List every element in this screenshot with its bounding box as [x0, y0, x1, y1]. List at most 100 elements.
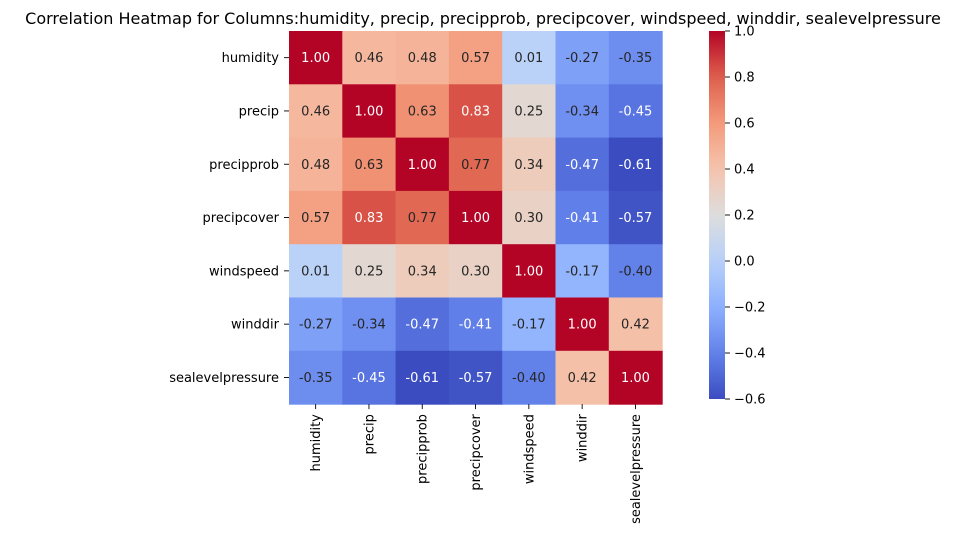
heatmap-cell	[608, 297, 663, 352]
cell-value-label: 0.34	[514, 158, 543, 173]
heatmap-cell	[608, 31, 663, 85]
cell-value-label: 1.00	[301, 51, 330, 66]
cell-value-label: -0.61	[619, 158, 653, 173]
column-tick-label: precipcover	[469, 413, 484, 490]
heatmap-cell	[448, 84, 503, 139]
heatmap-cell	[395, 297, 450, 352]
cell-value-label: 1.00	[408, 158, 437, 173]
heatmap-cell	[342, 350, 397, 405]
cell-value-label: 0.34	[408, 264, 437, 279]
heatmap-cell	[342, 190, 397, 245]
cell-value-label: 1.00	[514, 264, 543, 279]
cell-value-label: 0.30	[461, 264, 490, 279]
cell-value-label: -0.57	[619, 211, 653, 226]
cell-value-label: -0.47	[405, 318, 439, 333]
cell-value-label: -0.41	[565, 211, 599, 226]
colorbar-gradient	[709, 31, 725, 399]
heatmap-cell	[289, 137, 343, 192]
heatmap-cell	[555, 84, 610, 139]
heatmap-cell	[395, 350, 450, 405]
heatmap-cell	[448, 137, 503, 192]
colorbar-tick-label: 0.8	[734, 71, 755, 86]
heatmap-cell	[502, 244, 557, 299]
cell-value-label: 0.48	[408, 51, 437, 66]
cell-value-label: -0.27	[565, 51, 599, 66]
heatmap-cell	[502, 190, 557, 245]
cell-value-label: -0.17	[512, 318, 546, 333]
cell-value-label: 0.57	[461, 51, 490, 66]
cell-value-label: -0.47	[565, 158, 599, 173]
cell-value-label: 0.42	[568, 371, 597, 386]
column-tick-label: precip	[362, 414, 377, 454]
heatmap-cell	[608, 84, 663, 139]
cell-value-label: -0.45	[619, 104, 653, 119]
heatmap-cell	[395, 31, 450, 85]
heatmap-cell	[555, 137, 610, 192]
heatmap-cell	[448, 297, 503, 352]
heatmap-cell	[502, 350, 557, 405]
colorbar: 1.0 0.8 0.6 0.4 0.2 0.0 −0.2 −0.4 −0.6	[709, 25, 766, 408]
heatmap-cell	[555, 350, 610, 405]
cell-value-label: -0.27	[299, 318, 333, 333]
cell-value-label: -0.34	[565, 104, 599, 119]
cell-value-label: -0.61	[405, 371, 439, 386]
row-tick-label: sealevelpressure	[169, 371, 279, 386]
cell-value-label: -0.40	[619, 264, 653, 279]
heatmap-cell	[342, 84, 397, 139]
heatmap-cell	[395, 137, 450, 192]
cell-value-label: 0.83	[354, 211, 383, 226]
heatmap-cell	[448, 244, 503, 299]
heatmap-cell	[608, 244, 663, 299]
heatmap-cell	[608, 190, 663, 245]
cell-value-label: 0.25	[354, 264, 383, 279]
cell-value-label: 0.42	[621, 318, 650, 333]
heatmap-cell	[342, 137, 397, 192]
heatmap-cells: 1.00 0.46 0.48 0.57 0.01 -0.27 -0.35 0.46 1.00 0.…	[289, 31, 663, 405]
heatmap-cell	[395, 244, 450, 299]
cell-value-label: 0.46	[354, 51, 383, 66]
heatmap-cell	[395, 190, 450, 245]
cell-value-label: 0.83	[461, 104, 490, 119]
column-tick-label: sealevelpressure	[629, 414, 644, 524]
cell-value-label: -0.41	[459, 318, 493, 333]
row-labels: humidity precip precipprob precipcover winds…	[169, 51, 289, 386]
heatmap-cell	[555, 297, 610, 352]
heatmap-cell	[448, 190, 503, 245]
column-tick-label: precipprob	[416, 414, 431, 484]
cell-value-label: -0.57	[459, 371, 493, 386]
cell-value-label: 1.00	[354, 104, 383, 119]
heatmap-cell	[289, 244, 343, 299]
cell-value-label: 0.63	[354, 158, 383, 173]
cell-value-label: 1.00	[461, 211, 490, 226]
column-labels: humidity precip precipprob precipcover winds…	[309, 404, 644, 524]
colorbar-tick-label: 0.4	[734, 163, 755, 178]
cell-value-label: 0.01	[301, 264, 330, 279]
row-tick-label: windspeed	[209, 264, 279, 279]
cell-value-label: 0.63	[408, 104, 437, 119]
heatmap-cell	[289, 350, 343, 405]
colorbar-tick-label: −0.4	[734, 347, 766, 362]
heatmap-cell	[502, 297, 557, 352]
heatmap-cell	[448, 31, 503, 85]
heatmap-cell	[342, 244, 397, 299]
heatmap-cell	[289, 190, 343, 245]
colorbar-tick-label: −0.6	[734, 393, 766, 408]
cell-value-label: 0.77	[461, 158, 490, 173]
heatmap-cell	[448, 350, 503, 405]
chart-title: Correlation Heatmap for Columns:humidity…	[25, 9, 941, 28]
heatmap-cell	[395, 84, 450, 139]
heatmap-cell	[289, 84, 343, 139]
row-tick-label: precipprob	[209, 158, 279, 173]
row-tick-label: precip	[239, 104, 279, 119]
heatmap-cell	[342, 297, 397, 352]
cell-value-label: -0.17	[565, 264, 599, 279]
cell-value-label: 0.46	[301, 104, 330, 119]
heatmap-cell	[608, 350, 663, 405]
heatmap-cell	[289, 31, 343, 85]
cell-value-label: 0.01	[514, 51, 543, 66]
cell-value-label: 0.30	[514, 211, 543, 226]
cell-value-label: 1.00	[568, 318, 597, 333]
row-tick-label: precipcover	[203, 211, 280, 226]
heatmap-cell	[342, 31, 397, 85]
cell-value-label: -0.45	[352, 371, 386, 386]
